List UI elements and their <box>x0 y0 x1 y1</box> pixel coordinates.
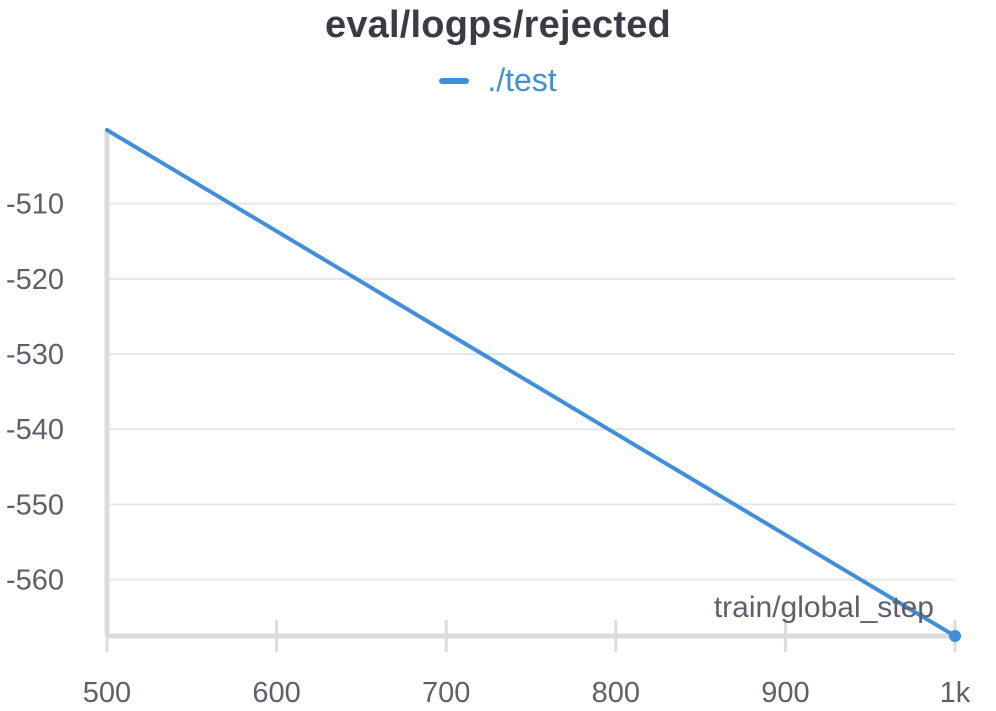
legend: ./test <box>0 62 996 99</box>
grid-layer <box>107 202 955 581</box>
axis-layer <box>104 130 957 652</box>
y-tick-label: -550 <box>6 489 64 521</box>
x-tick-label: 600 <box>252 677 300 709</box>
x-tick-label: 800 <box>592 677 640 709</box>
series-line <box>105 128 957 638</box>
x-tick-label: 700 <box>422 677 470 709</box>
series-layer <box>105 128 961 642</box>
y-tick-label: -510 <box>6 189 64 221</box>
x-tick-label: 500 <box>83 677 131 709</box>
x-tick-label: 900 <box>761 677 809 709</box>
y-tick-label: -560 <box>6 565 64 597</box>
y-tick-label: -530 <box>6 339 64 371</box>
legend-label: ./test <box>487 62 557 98</box>
y-tick-label: -540 <box>6 414 64 446</box>
legend-swatch <box>439 77 470 84</box>
series-endpoint <box>949 630 961 642</box>
x-axis-title: train/global_step <box>714 591 934 624</box>
chart-title: eval/logps/rejected <box>325 4 671 46</box>
y-tick-label: -520 <box>6 264 64 296</box>
x-tick-label: 1k <box>940 677 971 709</box>
label-layer: -510 -520 -530 -540 -550 -560 500 600 700 800 900 1… <box>6 189 971 709</box>
